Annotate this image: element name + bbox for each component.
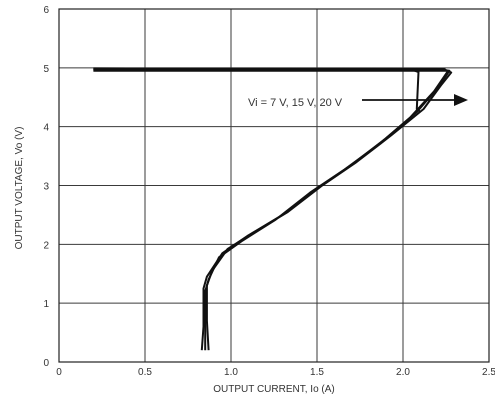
y-tick-label: 0 [43, 358, 49, 369]
y-tick-label: 1 [43, 299, 49, 310]
x-tick-label: 2.5 [482, 367, 495, 378]
series-line-4 [93, 67, 449, 351]
x-axis-label: OUTPUT CURRENT, Io (A) [213, 384, 335, 395]
y-tick-label: 5 [43, 64, 49, 75]
annotation-group: Vi = 7 V, 15 V, 20 V [248, 94, 468, 109]
grid-lines [59, 8, 490, 362]
y-tick-label: 3 [43, 182, 49, 193]
y-tick-label: 4 [43, 123, 49, 134]
x-tick-label: 0 [56, 367, 62, 378]
x-tick-label: 1.0 [224, 367, 238, 378]
annotation-arrow-head [454, 94, 468, 106]
series-line-2 [93, 68, 451, 351]
x-tick-label: 0.5 [138, 367, 152, 378]
axes: 0 0.5 1.0 1.5 2.0 2.5 0 1 2 3 4 5 6 [43, 5, 495, 378]
y-tick-label: 2 [43, 240, 49, 251]
y-tick-label: 6 [43, 5, 49, 16]
series-lines [93, 67, 453, 351]
annotation-label: Vi = 7 V, 15 V, 20 V [248, 97, 343, 109]
plot-frame [58, 8, 490, 363]
x-tick-label: 2.0 [396, 367, 410, 378]
x-tick-label: 1.5 [310, 367, 324, 378]
y-axis-label: OUTPUT VOLTAGE, Vo (V) [14, 127, 25, 250]
series-line-3 [93, 69, 453, 351]
